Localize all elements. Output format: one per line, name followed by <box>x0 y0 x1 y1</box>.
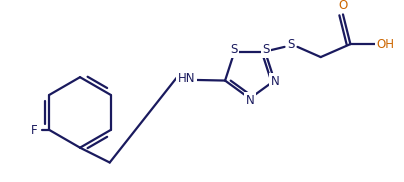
Text: HN: HN <box>178 72 196 85</box>
Text: S: S <box>262 43 269 56</box>
Text: F: F <box>32 124 38 136</box>
Text: OH: OH <box>377 38 395 51</box>
Text: O: O <box>338 0 347 12</box>
Text: S: S <box>287 38 295 51</box>
Text: N: N <box>245 94 254 107</box>
Text: N: N <box>271 75 280 88</box>
Text: S: S <box>230 43 237 56</box>
